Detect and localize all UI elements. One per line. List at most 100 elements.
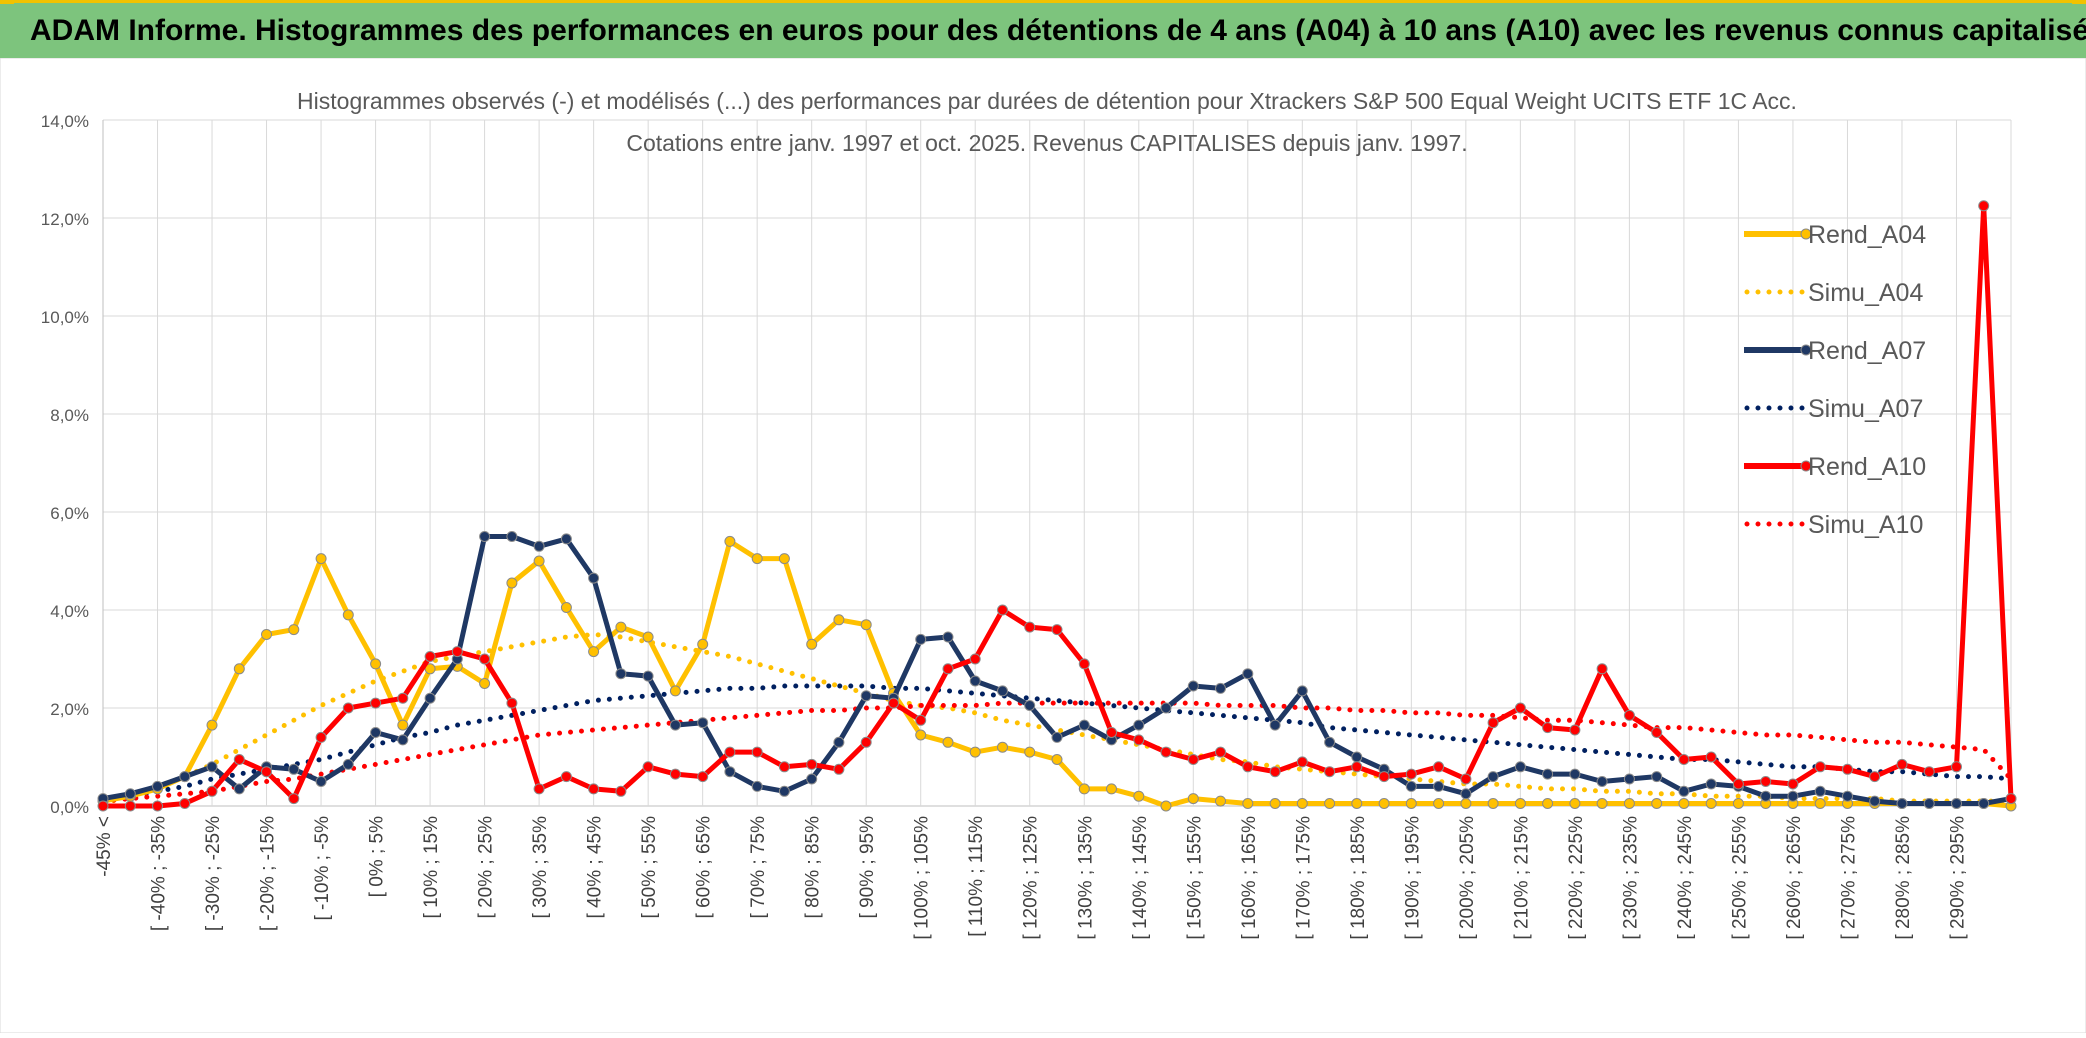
data-point [1051,754,1063,765]
legend-label: Simu_A04 [1808,279,1923,307]
x-tick-label: [ 40% ; 45% [585,816,606,919]
data-point [479,678,491,689]
data-point [1078,719,1090,731]
legend-label: Rend_A10 [1808,453,1926,481]
data-point [370,727,382,738]
x-tick-label: [ 280% ; 285% [1893,816,1914,940]
banner-title: ADAM Informe. Histogrammes des performan… [30,13,2086,47]
data-point [370,697,382,709]
series-layer [97,200,2017,812]
data-point [1269,719,1281,731]
data-point [915,633,927,645]
data-point [1842,790,1853,802]
data-point [1705,751,1717,763]
data-point [1787,778,1799,790]
data-point [1896,758,1908,770]
data-point [888,697,899,709]
y-tick-label: 0,0% [50,798,89,817]
series-line [100,700,2014,804]
data-point [533,555,545,567]
x-tick-label: [ 90% ; 95% [857,816,878,919]
chart-legend: Rend_A04 Simu_A04 Rend_A07 Simu_A07 Rend_A10… [1744,221,1926,539]
data-point [506,577,518,589]
data-point [1351,751,1363,763]
data-point [642,761,654,773]
data-point [424,692,436,704]
x-tick-label: [ 30% ; 35% [530,816,551,919]
data-point [724,766,736,778]
x-axis-ticks: -45% < [ -40% ; -35% [ -30% ; -25% [ -20% ;… [94,816,1968,940]
data-point [1460,798,1472,809]
x-tick-label: [ 200% ; 205% [1457,816,1478,940]
data-point [342,758,354,770]
data-point [1351,761,1363,773]
data-point [1215,795,1226,807]
x-tick-label: [ 80% ; 85% [803,816,824,919]
x-tick-label: [ 110% ; 115% [966,816,987,937]
data-point [1460,773,1472,785]
data-point [124,800,136,812]
data-point [1978,798,1990,809]
data-point [724,746,736,758]
data-point [1487,717,1499,729]
data-point [1596,798,1608,809]
data-point [206,761,218,773]
data-point [1378,798,1390,809]
data-point [1678,754,1690,765]
data-point [1160,800,1172,812]
y-tick-label: 2,0% [50,700,89,719]
data-point [397,719,409,731]
series-simu-a10 [100,700,2014,804]
data-point [751,780,763,792]
chart-subtitle: Cotations entre janv. 1997 et oct. 2025.… [626,130,1467,156]
data-point [1814,798,1826,809]
x-tick-label: [ 150% ; 155% [1184,816,1205,940]
data-point [1187,680,1199,692]
data-point [506,531,518,542]
data-point [315,731,327,743]
series-rend-a07 [97,531,2017,809]
data-point [1760,790,1772,802]
data-point [424,663,436,675]
data-point [1869,771,1881,783]
data-point [1242,668,1254,680]
x-tick-label: [ 220% ; 225% [1566,816,1587,940]
x-tick-label: [ 130% ; 135% [1075,816,1096,940]
data-point [1923,798,1935,809]
data-point [1378,771,1390,783]
data-point [479,531,491,542]
data-point [724,535,736,547]
data-point [342,609,354,621]
data-point [1732,798,1744,809]
data-point [424,651,436,662]
data-point [1978,200,1990,212]
x-tick-label: [ 180% ; 185% [1348,816,1369,940]
data-point [1514,702,1526,714]
data-point [1514,761,1526,773]
data-point [1923,766,1935,778]
corner-accent-right [2072,0,2086,4]
data-point [642,631,654,643]
legend-marker [1800,344,1812,356]
data-point [1296,756,1308,768]
data-point [806,773,818,785]
data-point [969,653,981,665]
data-point [1078,783,1090,795]
data-point [261,629,272,640]
x-tick-label: [ 140% ; 145% [1130,816,1151,940]
legend-label: Simu_A07 [1808,395,1923,423]
data-point [1405,768,1417,780]
data-point [1296,685,1308,697]
y-tick-label: 14,0% [41,112,89,131]
data-point [1569,724,1581,736]
data-point [1215,746,1226,758]
data-point [370,658,382,670]
data-point [1024,621,1036,633]
data-point [1405,798,1417,809]
data-point [1678,798,1690,809]
data-point [1433,798,1445,809]
data-point [1133,719,1145,731]
data-point [860,619,872,631]
legend-item: Simu_A04 [1744,279,1923,307]
data-point [1651,798,1663,809]
